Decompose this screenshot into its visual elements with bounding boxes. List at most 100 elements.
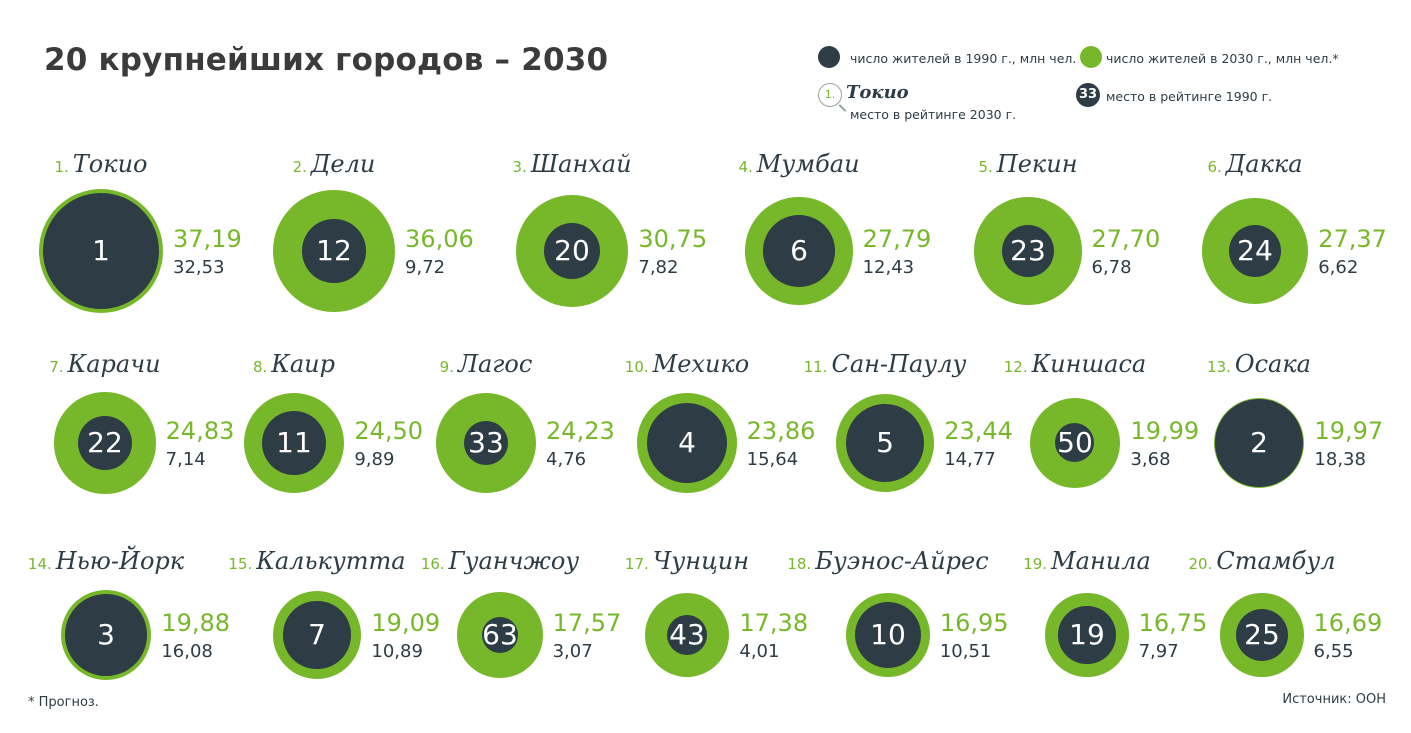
- value-2030: 19,99: [1130, 417, 1200, 445]
- value-1990: 4,76: [546, 449, 587, 470]
- bubble-1990: 43: [666, 614, 708, 656]
- value-2030: 17,38: [739, 609, 809, 637]
- legend-2030-dot: [1080, 46, 1102, 68]
- city-name: Пекин: [996, 150, 1078, 178]
- city-rank: 13.: [1207, 358, 1231, 376]
- chart-title: 20 крупнейших городов – 2030: [44, 42, 609, 78]
- city-rank: 18.: [787, 555, 812, 573]
- value-1990: 15,64: [746, 449, 799, 470]
- value-1990: 10,89: [371, 641, 423, 662]
- city-header: 2. Дели: [274, 150, 394, 178]
- bubble-1990: 22: [77, 415, 133, 471]
- bubble-1990: 10: [855, 602, 921, 668]
- legend-rank2030-label: место в рейтинге 2030 г.: [850, 107, 1017, 122]
- bubble-1990: 11: [262, 411, 326, 475]
- city-name: Карачи: [67, 350, 161, 378]
- bubble-1990: 4: [646, 402, 728, 484]
- value-1990: 18,38: [1314, 449, 1366, 470]
- bubble-1990: 20: [543, 222, 601, 280]
- value-2030: 16,95: [939, 609, 1009, 637]
- city-rank: 11.: [803, 358, 828, 376]
- legend-city-example: Токио: [846, 82, 909, 103]
- city-header: 18. Буэнос-Айрес: [787, 547, 988, 575]
- city-name: Мумбаи: [756, 150, 860, 178]
- legend-1990-dot: [818, 46, 840, 68]
- legend-1990-label: число жителей в 1990 г., млн чел.: [850, 51, 1077, 66]
- value-1990: 12,43: [862, 257, 915, 278]
- city-header: 3. Шанхай: [512, 150, 632, 178]
- value-2030: 19,09: [371, 609, 441, 637]
- source-note: Источник: ООН: [1282, 692, 1386, 707]
- city-header: 15. Калькутта: [228, 547, 405, 575]
- city-rank: 4.: [738, 158, 753, 176]
- city-rank: 8.: [252, 358, 268, 376]
- magnifier-icon: 1.: [818, 83, 842, 107]
- city-header: 5. Пекин: [968, 150, 1088, 178]
- city-name: Киншаса: [1031, 350, 1147, 378]
- city-header: 13. Осака: [1199, 350, 1319, 378]
- bubble-1990: 33: [463, 420, 509, 466]
- city-rank: 1.: [54, 158, 69, 176]
- city-name: Нью-Йорк: [55, 547, 185, 575]
- value-1990: 4,01: [739, 641, 780, 662]
- city-header: 10. Мехико: [624, 350, 750, 378]
- bubble-1990: 19: [1058, 606, 1116, 664]
- value-1990: 16,08: [161, 641, 213, 662]
- city-header: 14. Нью-Йорк: [28, 547, 184, 575]
- value-1990: 10,51: [939, 641, 992, 662]
- bubble-1990: 63: [482, 617, 518, 653]
- city-header: 20. Стамбул: [1188, 547, 1335, 575]
- bubble-1990: 2: [1215, 399, 1303, 487]
- city-name: Стамбул: [1216, 547, 1336, 575]
- value-1990: 7,82: [638, 257, 679, 278]
- value-1990: 7,14: [165, 449, 206, 470]
- city-header: 19. Манила: [1023, 547, 1151, 575]
- city-rank: 15.: [228, 555, 253, 573]
- value-1990: 3,68: [1130, 449, 1171, 470]
- value-1990: 32,53: [173, 257, 225, 278]
- city-name: Токио: [72, 150, 148, 178]
- city-header: 17. Чунцин: [625, 547, 750, 575]
- city-name: Лагос: [457, 350, 533, 378]
- city-rank: 16.: [420, 555, 445, 573]
- city-name: Каир: [271, 350, 335, 378]
- value-1990: 7,97: [1138, 641, 1179, 662]
- city-rank: 5.: [978, 158, 993, 176]
- city-header: 12. Киншаса: [1004, 350, 1147, 378]
- value-1990: 6,78: [1091, 257, 1132, 278]
- value-1990: 9,72: [405, 257, 446, 278]
- city-header: 4. Мумбаи: [738, 150, 860, 178]
- value-2030: 27,70: [1091, 225, 1161, 253]
- value-2030: 24,50: [354, 417, 424, 445]
- city-rank: 9.: [439, 358, 454, 376]
- bubble-1990: 23: [1001, 224, 1055, 278]
- value-2030: 27,79: [862, 225, 932, 253]
- value-2030: 23,86: [746, 417, 816, 445]
- value-2030: 23,44: [944, 417, 1013, 445]
- city-rank: 3.: [512, 158, 527, 176]
- city-rank: 20.: [1188, 555, 1213, 573]
- city-header: 8. Каир: [234, 350, 354, 378]
- bubble-1990: 24: [1228, 224, 1282, 278]
- bubble-1990: 50: [1055, 423, 1095, 463]
- value-2030: 19,97: [1314, 417, 1384, 445]
- bubble-1990: 12: [302, 219, 366, 283]
- city-header: 9. Лагос: [426, 350, 546, 378]
- value-1990: 6,62: [1318, 257, 1359, 278]
- city-rank: 19.: [1023, 555, 1048, 573]
- value-2030: 16,69: [1313, 609, 1383, 637]
- city-name: Мехико: [652, 350, 750, 378]
- city-name: Дакка: [1225, 150, 1303, 178]
- city-name: Сан-Паулу: [831, 350, 967, 378]
- value-2030: 16,75: [1138, 609, 1208, 637]
- city-name: Чунцин: [652, 547, 750, 575]
- city-rank: 14.: [27, 555, 52, 573]
- value-2030: 36,06: [405, 225, 474, 253]
- city-rank: 10.: [624, 358, 649, 376]
- value-1990: 14,77: [944, 449, 996, 470]
- city-name: Буэнос-Айрес: [815, 547, 989, 575]
- bubble-1990: 5: [845, 403, 925, 483]
- value-2030: 17,57: [552, 609, 622, 637]
- city-name: Дели: [310, 150, 376, 178]
- city-name: Гуанчжоу: [448, 547, 580, 575]
